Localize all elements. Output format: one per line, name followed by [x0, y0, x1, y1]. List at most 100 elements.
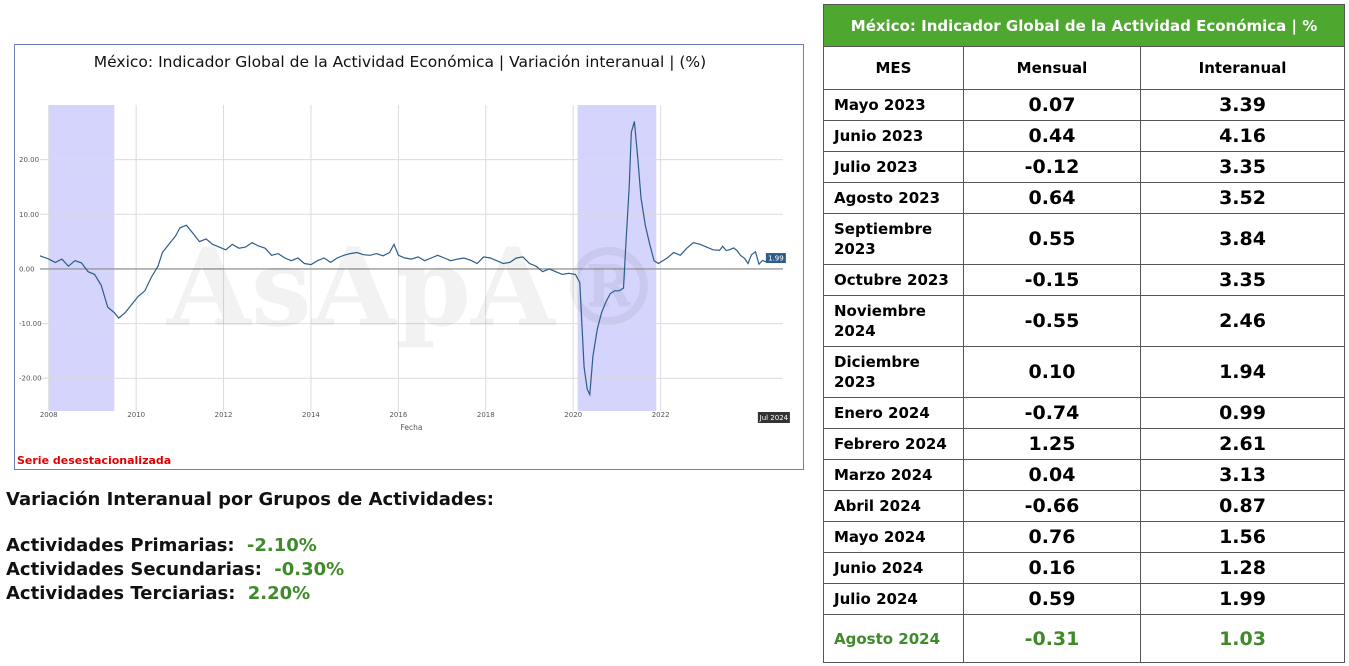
group-value: -2.10% — [246, 535, 317, 556]
cell-mensual: -0.31 — [963, 614, 1141, 663]
cell-interanual: 2.46 — [1139, 295, 1346, 347]
cell-interanual: 1.56 — [1139, 521, 1346, 553]
cell-mensual: 0.55 — [963, 213, 1141, 265]
table-row: Agosto 2023 0.64 3.52 — [823, 182, 1346, 214]
shaded-period — [48, 105, 115, 411]
cell-interanual: 3.84 — [1139, 213, 1346, 265]
cell-interanual: 3.52 — [1139, 182, 1346, 214]
y-tick-label: 0.00 — [19, 265, 35, 273]
watermark: AsApA® — [166, 225, 663, 351]
cell-mensual: 0.64 — [963, 182, 1141, 214]
header-mes: MES — [823, 46, 964, 90]
chart-title: México: Indicador Global de la Actividad… — [93, 53, 707, 71]
cell-mensual: 0.76 — [963, 521, 1141, 553]
cell-interanual: 0.99 — [1139, 397, 1346, 429]
group-row-terciarias: Actividades Terciarias: 2.20% — [6, 582, 566, 606]
cell-mensual: -0.12 — [963, 151, 1141, 183]
cell-mes: Noviembre 2024 — [823, 295, 964, 347]
cell-mensual: -0.55 — [963, 295, 1141, 347]
x-axis-label: Fecha — [401, 423, 423, 432]
chart-panel: 2008 2010 2012 2014 2016 2018 2020 2022 20.00 10.… — [14, 44, 804, 470]
last-value-badge — [765, 253, 786, 264]
cell-mes: Agosto 2023 — [823, 182, 964, 214]
group-value: -0.30% — [274, 559, 345, 580]
activity-groups: Variación Interanual por Grupos de Activ… — [6, 489, 566, 606]
cell-mensual: 0.59 — [963, 583, 1141, 615]
table-row: Julio 2024 0.59 1.99 — [823, 583, 1346, 615]
x-tick-label: 2014 — [302, 411, 320, 419]
group-label: Actividades Secundarias: — [6, 559, 262, 580]
x-tick-label: 2018 — [477, 411, 495, 419]
cell-mes: Febrero 2024 — [823, 428, 964, 460]
cell-interanual: 1.28 — [1139, 552, 1346, 584]
table-row: Noviembre 2024 -0.55 2.46 — [823, 295, 1346, 347]
series-line — [39, 121, 771, 397]
table-row: Abril 2024 -0.66 0.87 — [823, 490, 1346, 522]
groups-heading: Variación Interanual por Grupos de Activ… — [6, 489, 494, 510]
cell-interanual: 1.03 — [1139, 614, 1346, 663]
cell-interanual: 4.16 — [1139, 120, 1346, 152]
cell-interanual: 3.13 — [1139, 459, 1346, 491]
x-tick-label: 2020 — [564, 411, 582, 419]
last-value-label: 1.99 — [768, 255, 784, 263]
table-row-highlight: Agosto 2024 -0.31 1.03 — [823, 614, 1346, 663]
cell-interanual: 3.35 — [1139, 264, 1346, 296]
series-note: Serie desestacionalizada — [17, 454, 172, 467]
data-table: México: Indicador Global de la Actividad… — [822, 4, 1346, 663]
cell-mensual: -0.74 — [963, 397, 1141, 429]
group-row-primarias: Actividades Primarias: -2.10% — [6, 534, 566, 558]
cell-mes: Mayo 2023 — [823, 89, 964, 121]
y-tick-label: -20.00 — [19, 375, 42, 383]
table-row: Marzo 2024 0.04 3.13 — [823, 459, 1346, 491]
group-row-secundarias: Actividades Secundarias: -0.30% — [6, 558, 566, 582]
cell-interanual: 3.39 — [1139, 89, 1346, 121]
x-tick-label: 2022 — [652, 411, 670, 419]
cell-mes: Julio 2024 — [823, 583, 964, 615]
header-mensual: Mensual — [963, 46, 1141, 90]
shaded-period — [577, 105, 657, 411]
cell-mes: Septiembre 2023 — [823, 213, 964, 265]
cell-mensual: 1.25 — [963, 428, 1141, 460]
cell-mes: Julio 2023 — [823, 151, 964, 183]
table-row: Octubre 2023 -0.15 3.35 — [823, 264, 1346, 296]
cell-mes: Octubre 2023 — [823, 264, 964, 296]
x-tick-label: 2010 — [127, 411, 145, 419]
y-tick-label: -10.00 — [19, 320, 42, 328]
table-row: Septiembre 2023 0.55 3.84 — [823, 213, 1346, 265]
cell-mes: Diciembre 2023 — [823, 346, 964, 398]
y-tick-label: 10.00 — [19, 211, 39, 219]
cell-mes: Enero 2024 — [823, 397, 964, 429]
line-chart: 2008 2010 2012 2014 2016 2018 2020 2022 20.00 10.… — [19, 105, 790, 432]
table-row: Enero 2024 -0.74 0.99 — [823, 397, 1346, 429]
cell-mensual: 0.04 — [963, 459, 1141, 491]
table-row: Junio 2023 0.44 4.16 — [823, 120, 1346, 152]
cell-mes: Abril 2024 — [823, 490, 964, 522]
cell-mes: Junio 2024 — [823, 552, 964, 584]
last-date-badge — [757, 412, 790, 423]
group-value: 2.20% — [247, 583, 311, 604]
table-row: Junio 2024 0.16 1.28 — [823, 552, 1346, 584]
cell-mensual: 0.44 — [963, 120, 1141, 152]
cell-mensual: 0.16 — [963, 552, 1141, 584]
table-row: Mayo 2023 0.07 3.39 — [823, 89, 1346, 121]
cell-mensual: -0.15 — [963, 264, 1141, 296]
table-row: Mayo 2024 0.76 1.56 — [823, 521, 1346, 553]
table-header-row: MES Mensual Interanual — [823, 46, 1346, 90]
cell-interanual: 3.35 — [1139, 151, 1346, 183]
last-date-label: Jul 2024 — [759, 414, 789, 422]
cell-mes: Agosto 2024 — [823, 614, 964, 663]
table-row: Julio 2023 -0.12 3.35 — [823, 151, 1346, 183]
x-tick-label: 2008 — [40, 411, 58, 419]
cell-interanual: 0.87 — [1139, 490, 1346, 522]
group-label: Actividades Terciarias: — [6, 583, 236, 604]
y-tick-label: 20.00 — [19, 156, 39, 164]
cell-mes: Marzo 2024 — [823, 459, 964, 491]
header-interanual: Interanual — [1139, 46, 1346, 90]
x-tick-label: 2016 — [389, 411, 407, 419]
cell-interanual: 1.99 — [1139, 583, 1346, 615]
table-title: México: Indicador Global de la Actividad… — [822, 4, 1346, 47]
cell-interanual: 2.61 — [1139, 428, 1346, 460]
cell-mensual: -0.66 — [963, 490, 1141, 522]
cell-mes: Junio 2023 — [823, 120, 964, 152]
cell-interanual: 1.94 — [1139, 346, 1346, 398]
